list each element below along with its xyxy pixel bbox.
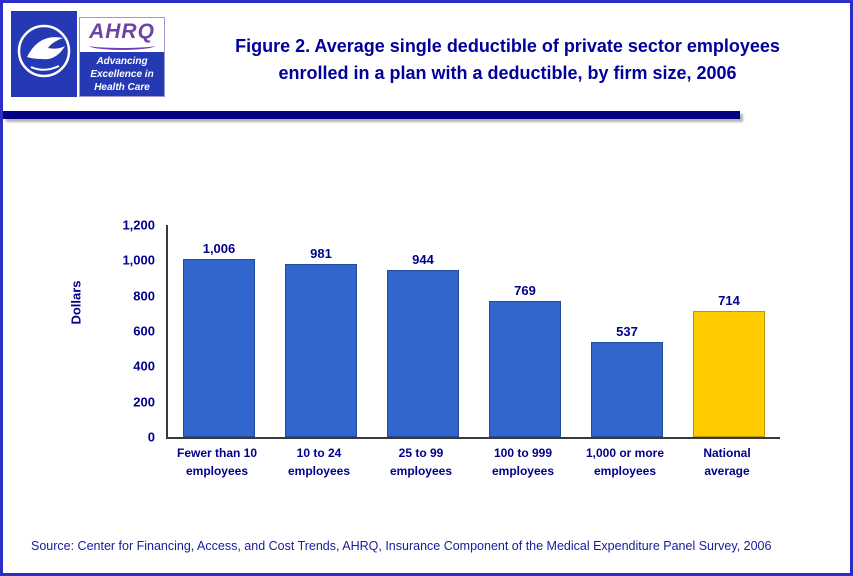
figure-title: Figure 2. Average single deductible of p… (171, 33, 844, 87)
bar-10-to-24-employees (285, 263, 357, 437)
bar-slot: 944 (372, 225, 474, 437)
hhs-logo (11, 11, 77, 97)
y-tick-label: 0 (147, 429, 155, 445)
source-note: Source: Center for Financing, Access, an… (31, 539, 772, 553)
x-axis-label-100-to-999-employees: 100 to 999 employees (491, 446, 555, 478)
x-axis-label-fewer-than-10-employees: Fewer than 10 employees (176, 446, 258, 478)
bar-slot: 537 (576, 225, 678, 437)
hhs-seal-icon (17, 24, 71, 78)
bar-value-label: 944 (412, 252, 434, 268)
x-axis-label-national-average: National average (703, 446, 751, 478)
bar-slot: 981 (270, 225, 372, 437)
ahrq-tagline: Advancing Excellence in Health Care (80, 52, 164, 96)
y-axis-title: Dollars (68, 280, 84, 325)
bar-slot: 769 (474, 225, 576, 437)
figure-title-line2: enrolled in a plan with a deductible, by… (278, 63, 737, 83)
bar-100-to-999-employees (489, 301, 561, 437)
bar-slot: 1,006 (168, 225, 270, 437)
y-tick-label: 200 (133, 394, 155, 410)
x-axis-label-1000-or-more-employees: 1,000 or more employees (585, 446, 665, 478)
bar-value-label: 714 (718, 292, 740, 308)
y-tick-label: 1,000 (122, 252, 155, 268)
ahrq-logo: AHRQ Advancing Excellence in Health Care (79, 17, 165, 97)
ahrq-wordmark-text: AHRQ (89, 19, 155, 43)
figure-title-line1: Figure 2. Average single deductible of p… (235, 36, 780, 56)
y-axis-ticks: 0 200 400 600 800 1,000 1,200 (91, 218, 155, 445)
bar-slot: 714 (678, 225, 780, 437)
header-divider-bar (3, 111, 740, 119)
bar-value-label: 769 (514, 283, 536, 299)
bar-national-average (693, 310, 765, 437)
x-axis-labels: Fewer than 10 employees 10 to 24 employees 2… (166, 444, 778, 480)
bar-value-label: 1,006 (202, 241, 236, 257)
ahrq-tagline-line2: Excellence in (90, 68, 154, 80)
bar-value-label: 981 (310, 245, 332, 261)
bar-fewer-than-10-employees (183, 259, 255, 437)
ahrq-swoosh-icon (89, 41, 155, 50)
x-axis-label-25-to-99-employees: 25 to 99 employees (389, 446, 453, 478)
ahrq-wordmark: AHRQ (80, 18, 164, 52)
bar-25-to-99-employees (387, 270, 459, 437)
x-axis-label-10-to-24-employees: 10 to 24 employees (287, 446, 351, 478)
y-tick-label: 800 (133, 288, 155, 304)
bar-1000-or-more-employees (591, 342, 663, 437)
ahrq-tagline-line1: Advancing (96, 55, 148, 67)
y-tick-label: 600 (133, 323, 155, 339)
y-tick-label: 1,200 (122, 217, 155, 233)
bar-value-label: 537 (616, 324, 638, 340)
ahrq-tagline-line3: Health Care (94, 81, 150, 93)
plot-area: 1,006 981 944 769 537 714 (166, 225, 780, 439)
y-tick-label: 400 (133, 358, 155, 374)
